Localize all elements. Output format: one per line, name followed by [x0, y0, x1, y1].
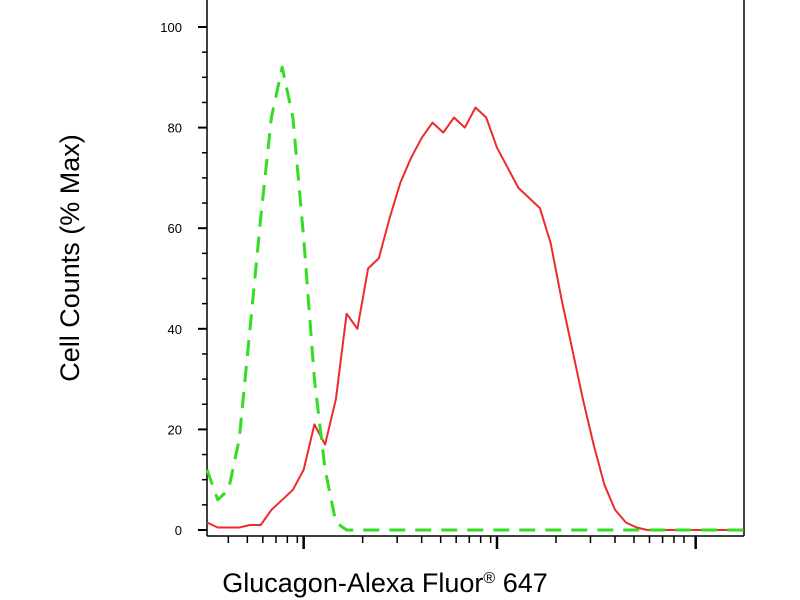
y-tick-label: 0	[175, 523, 182, 538]
series-line-solid-red	[206, 106, 744, 531]
x-axis-title-suffix: 647	[495, 568, 548, 598]
y-tick-label: 80	[168, 121, 182, 136]
y-axis-title: Cell Counts (% Max)	[55, 134, 85, 382]
x-axis-title-superscript: ®	[483, 570, 495, 587]
series-line-dashed-green	[205, 65, 744, 532]
x-axis-title-main: Glucagon-Alexa Fluor	[222, 568, 483, 598]
y-tick-label: 100	[160, 20, 182, 35]
axes-layer	[206, 0, 745, 537]
x-axis-title: Glucagon-Alexa Fluor® 647	[222, 568, 548, 598]
y-tick-label: 40	[168, 322, 182, 337]
series-layer	[205, 65, 744, 532]
y-ticks-layer: 0 20 40 60 80 100	[160, 20, 207, 538]
y-tick-label: 60	[168, 221, 182, 236]
y-tick-label: 20	[168, 422, 182, 437]
x-ticks-layer	[227, 536, 697, 549]
